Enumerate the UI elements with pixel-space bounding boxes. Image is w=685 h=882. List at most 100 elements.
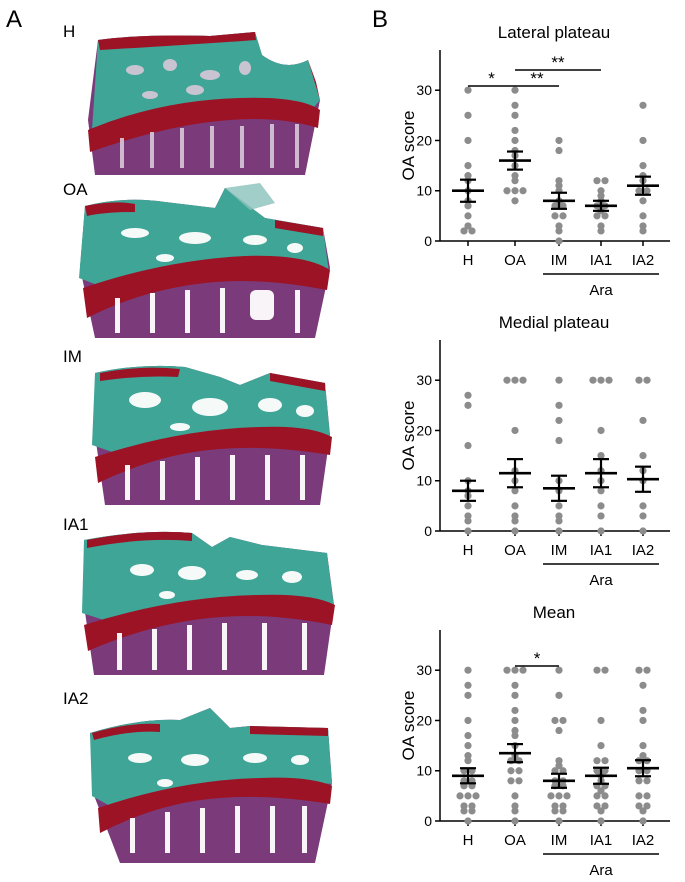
y-tick-label: 10 [416, 473, 432, 489]
data-point-ia1 [593, 767, 601, 775]
data-point-ia1 [597, 187, 605, 195]
data-point-ia1 [597, 502, 605, 510]
data-point-ia2 [639, 162, 647, 170]
data-point-ia2 [639, 742, 647, 750]
data-point-oa [511, 111, 519, 119]
data-point-ia2 [635, 792, 643, 800]
data-point-ia2 [635, 376, 643, 384]
data-point-ia2 [635, 666, 643, 674]
data-point-oa [503, 666, 511, 674]
data-point-ia2 [635, 777, 643, 785]
data-point-im [559, 212, 567, 220]
y-tick-label: 0 [424, 233, 432, 249]
y-tick-label: 0 [424, 813, 432, 829]
data-point-ia1 [593, 802, 601, 810]
data-point-ia1 [597, 817, 605, 825]
chart-mean: Mean OA score 0 10 20 30 H OA IM IA1 IA2 Ara * [399, 603, 670, 879]
data-point-im [555, 726, 563, 735]
data-point-oa [511, 666, 519, 674]
data-point-oa [511, 726, 519, 735]
data-point-oa [511, 681, 519, 689]
significance-label: ** [551, 53, 565, 72]
data-point-ia2 [639, 817, 647, 825]
data-point-h [464, 212, 472, 220]
significance-label: * [488, 69, 495, 88]
x-tick-label-im: IM [551, 542, 568, 559]
y-tick-label: 20 [416, 422, 432, 438]
data-point-oa [511, 512, 519, 520]
data-point-im [559, 802, 567, 810]
data-point-im [551, 767, 559, 775]
data-point-oa [519, 187, 527, 195]
y-tick-label: 20 [416, 712, 432, 728]
data-point-im [555, 416, 563, 425]
histology-label-oa: OA [63, 180, 88, 199]
data-point-im [555, 527, 563, 535]
data-point-im [555, 177, 563, 185]
data-point-im [555, 237, 563, 245]
data-point-im [555, 792, 563, 800]
data-point-h [464, 817, 472, 825]
chart-title: Medial plateau [499, 313, 610, 332]
data-point-im [555, 136, 563, 145]
x-tick-label-im: IM [551, 252, 568, 269]
data-point-ia2 [643, 802, 651, 810]
data-point-ia2 [643, 666, 651, 674]
data-point-h [464, 752, 472, 760]
data-point-h [464, 441, 472, 450]
data-point-h [464, 691, 472, 699]
data-point-ia2 [639, 807, 647, 815]
histology-image-im [92, 365, 332, 505]
data-point-h [464, 502, 472, 510]
data-point-oa [511, 197, 519, 205]
data-point-im [555, 517, 563, 525]
data-point-oa [511, 187, 519, 195]
y-tick-label: 0 [424, 523, 432, 539]
data-point-ia2 [639, 716, 647, 725]
data-point-ia1 [597, 807, 605, 815]
data-point-ia1 [597, 742, 605, 750]
data-point-im [559, 716, 567, 725]
data-point-im [555, 182, 563, 190]
data-point-ia2 [639, 212, 647, 220]
histology-label-ia2: IA2 [63, 689, 89, 708]
data-point-h [464, 512, 472, 520]
x-tick-label-oa: OA [504, 542, 526, 559]
data-point-ia1 [601, 767, 609, 775]
data-point-im [551, 202, 559, 210]
data-point-ia1 [601, 757, 609, 765]
panel-letter-a: A [6, 6, 23, 33]
data-point-h [468, 802, 476, 810]
data-point-h [460, 802, 468, 810]
data-point-h [464, 757, 472, 765]
data-point-h [464, 681, 472, 689]
histology-image-h [88, 32, 320, 175]
data-point-ia1 [597, 376, 605, 384]
y-tick-label: 30 [416, 662, 432, 678]
y-tick-label: 30 [416, 82, 432, 98]
data-point-oa [511, 502, 519, 510]
group-bracket-label: Ara [589, 572, 613, 589]
data-point-oa [511, 807, 519, 815]
data-point-oa [511, 802, 519, 810]
x-tick-label-oa: OA [504, 832, 526, 849]
y-tick-label: 10 [416, 183, 432, 199]
data-point-ia2 [639, 752, 647, 760]
data-point-h [464, 742, 472, 750]
histology-label-im: IM [63, 347, 82, 366]
data-point-ia2 [643, 777, 651, 785]
data-point-im [559, 807, 567, 815]
data-point-ia2 [643, 376, 651, 384]
data-point-im [555, 762, 563, 770]
data-point-ia2 [635, 802, 643, 810]
group-bracket-label: Ara [589, 282, 613, 299]
data-point-im [559, 202, 567, 210]
data-point-im [555, 817, 563, 825]
data-point-ia1 [601, 177, 609, 185]
data-point-ia1 [589, 376, 597, 384]
data-point-oa [511, 126, 519, 135]
data-point-h [464, 517, 472, 525]
data-point-h [464, 391, 472, 399]
data-point-ia2 [639, 101, 647, 109]
data-point-ia1 [597, 787, 605, 795]
